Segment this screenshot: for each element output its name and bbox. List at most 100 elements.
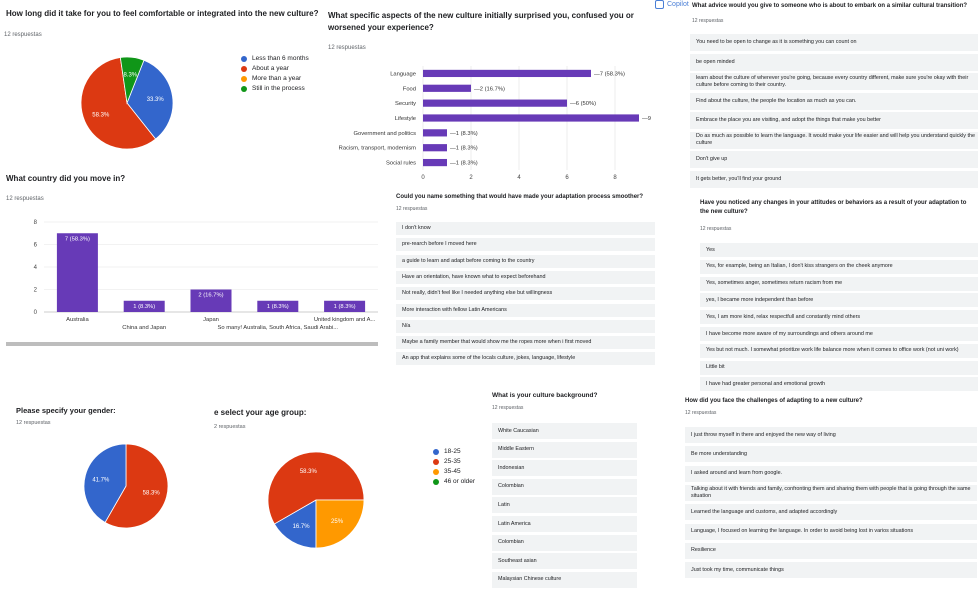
culture-answer-7: Southeast asian (492, 553, 637, 570)
country-ytick-0: 0 (34, 310, 38, 316)
challenges-response-count: 12 respuestas (685, 410, 717, 416)
country-bar-2 (190, 289, 232, 312)
country-data-label-2: 2 (16.7%) (198, 293, 223, 299)
changes-answer-7: Little bit (700, 360, 978, 375)
age-legend-dot-2 (433, 468, 439, 475)
changes-answer-5: I have become more aware of my surroundi… (700, 327, 978, 341)
age-slice-label-0: 16.7% (293, 524, 311, 530)
advice-panel: Copilot What advice would you give to so… (652, 0, 980, 192)
advice-answer-4: Embrace the place you are visiting, and … (690, 112, 978, 129)
aspects-category-label-3: Lifestyle (395, 116, 416, 122)
age-pie-chart: 16.7% 58.3% 25% (267, 451, 365, 549)
advice-answer-1: be open minded (690, 53, 978, 71)
gender-question-title: Please specify your gender: (16, 406, 116, 415)
integration-legend-dot-1 (241, 65, 247, 72)
integration-question-title: How long did it take for you to feel com… (6, 9, 319, 18)
aspects-question-title-line1: What specific aspects of the new culture… (328, 11, 634, 20)
smoother-answer-6: N/a (396, 319, 655, 333)
aspects-bar-4 (423, 129, 447, 137)
age-slice-2 (315, 499, 365, 549)
copilot-icon (655, 0, 664, 9)
age-legend-item-0: 18-25 (433, 448, 461, 455)
advice-answer-7: It gets better, you'll find your ground (690, 170, 978, 188)
integration-slice-0 (126, 59, 174, 140)
integration-legend-item-3: Still in the process (241, 85, 305, 92)
changes-question-title-line2: the new culture? (700, 209, 748, 215)
integration-legend-dot-0 (241, 55, 247, 62)
culture-question-title: What is your culture background? (492, 392, 598, 399)
culture-answer-3: Colombian (492, 478, 637, 495)
changes-answer-0: Yes (700, 243, 978, 257)
gender-response-count: 12 respuestas (16, 420, 51, 426)
age-legend-item-1: 25-35 (433, 458, 461, 465)
country-data-label-1: 1 (8.3%) (133, 304, 155, 310)
country-category-label-0: Australia (66, 317, 89, 323)
country-bar-chart: 0 2 4 6 8 7 (58.3%) Australia 1 (8.3%) China and… (34, 220, 378, 331)
integration-legend-item-1: About a year (241, 65, 289, 72)
aspects-response-count: 12 respuestas (328, 45, 366, 51)
aspects-data-label-3: —9 (75%) (642, 116, 652, 122)
smoother-panel: Could you name something that would have… (390, 190, 660, 370)
integration-pie-chart: 33.3% 58.3% 8.3% (80, 56, 174, 150)
aspects-data-label-2: —6 (50%) (570, 101, 596, 107)
aspects-bar-3 (423, 114, 639, 122)
culture-answer-0: White Caucasian (492, 423, 637, 439)
copilot-logo: Copilot (655, 0, 689, 9)
aspects-data-label-6: —1 (8.3%) (450, 161, 478, 167)
culture-answer-2: Indonesian (492, 460, 637, 477)
age-legend-dot-0 (433, 448, 439, 455)
country-category-label-3: So many! Australia, South Africa, Saudi … (218, 325, 339, 331)
integration-legend-label-1: About a year (252, 65, 289, 72)
country-response-count: 12 respuestas (6, 196, 44, 202)
country-ytick-1: 2 (34, 288, 38, 294)
aspects-data-label-5: —1 (8.3%) (450, 146, 478, 152)
gender-slice-label-0: 58.3% (143, 491, 161, 497)
age-slice-label-1: 58.3% (300, 469, 318, 475)
smoother-answer-1: pre-rearch before I moved here (396, 238, 655, 252)
aspects-bar-0 (423, 69, 591, 78)
country-bar-4 (324, 300, 366, 312)
country-ytick-3: 6 (34, 243, 38, 249)
culture-answer-8: Malaysian Chinese culture (492, 571, 637, 588)
integration-panel: How long did it take for you to feel com… (0, 0, 322, 172)
smoother-answer-3: Have an orientation, have known what to … (396, 270, 655, 284)
gender-slice-0 (104, 443, 169, 529)
challenges-answer-4: Learned the language and customs, and ad… (685, 504, 977, 521)
country-data-label-3: 1 (8.3%) (267, 304, 289, 310)
smoother-answer-4: Not really, didn't feel like I needed an… (396, 287, 655, 301)
aspects-category-label-2: Security (395, 101, 416, 107)
changes-panel: Have you noticed any changes in your att… (664, 192, 980, 392)
advice-answer-3: Find about the culture, the people the l… (690, 92, 978, 110)
copilot-label: Copilot (667, 1, 689, 8)
smoother-answer-0: I don't know (396, 222, 655, 235)
age-legend-label-2: 35-45 (444, 468, 461, 475)
country-ytick-2: 4 (34, 265, 38, 271)
integration-slice-3 (119, 56, 145, 105)
challenges-answer-2: I asked around and learn from google. (685, 465, 977, 482)
aspects-category-label-1: Food (403, 86, 416, 92)
changes-answer-6: Yes but not much. I somewhat prioritize … (700, 343, 978, 358)
country-panel: What country did you move in? 12 respues… (0, 172, 380, 348)
aspects-xtick-1: 2 (469, 175, 473, 181)
advice-answer-6: Don't give up (690, 151, 978, 168)
integration-slice-label-0: 33.3% (147, 97, 165, 103)
changes-answer-1: Yes, for example, being an Italian, I do… (700, 259, 978, 274)
integration-legend-label-2: More than a year (252, 75, 302, 82)
gender-slice-1 (83, 443, 127, 523)
age-slice-label-2: 25% (331, 519, 344, 525)
aspects-bar-6 (423, 158, 447, 167)
age-panel: e select your age group: 2 respuestas 16… (206, 398, 486, 592)
integration-legend-label-3: Still in the process (252, 85, 305, 92)
integration-legend-item-0: Less than 6 months (241, 55, 309, 62)
culture-answer-4: Latin (492, 497, 637, 514)
advice-question-title: What advice would you give to someone wh… (692, 3, 968, 9)
country-category-label-1: China and Japan (122, 325, 166, 331)
advice-response-count: 12 respuestas (692, 18, 724, 24)
aspects-category-label-0: Language (390, 71, 416, 77)
culture-answer-1: Middle Eastern (492, 441, 637, 458)
culture-answer-6: Colombian (492, 534, 637, 551)
aspects-xtick-3: 6 (565, 175, 569, 181)
aspects-bar-chart: 0246810Language—7 (58.3%)Food—2 (16.7%)S… (339, 66, 652, 181)
challenges-question-title: How did you face the challenges of adapt… (685, 398, 863, 404)
country-bar-0 (56, 233, 98, 312)
